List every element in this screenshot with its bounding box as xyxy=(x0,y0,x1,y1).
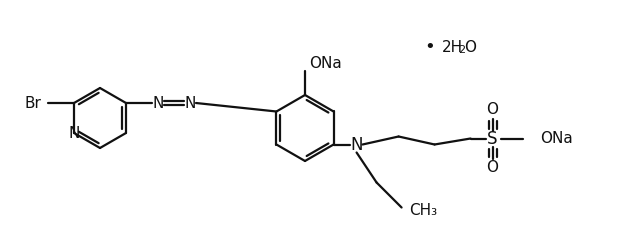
Text: Br: Br xyxy=(24,96,42,110)
Text: O: O xyxy=(486,160,499,175)
Text: N: N xyxy=(350,136,363,154)
Text: S: S xyxy=(487,130,498,148)
Text: ONa: ONa xyxy=(308,55,341,71)
Text: ONa: ONa xyxy=(541,131,573,146)
Text: 2: 2 xyxy=(458,45,465,55)
Text: N: N xyxy=(184,96,196,110)
Text: O: O xyxy=(464,40,476,54)
Text: N: N xyxy=(68,126,80,140)
Text: CH₃: CH₃ xyxy=(410,203,438,218)
Text: N: N xyxy=(152,96,164,110)
Text: 2H: 2H xyxy=(442,40,463,54)
Text: •: • xyxy=(424,38,435,56)
Text: O: O xyxy=(486,102,499,117)
